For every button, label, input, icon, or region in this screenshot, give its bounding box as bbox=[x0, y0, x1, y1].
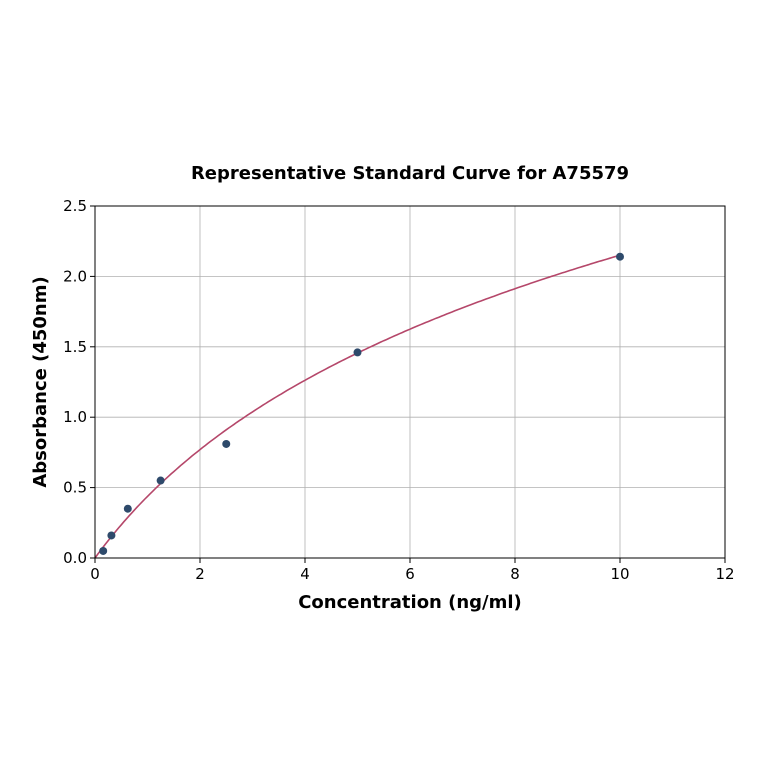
data-point bbox=[222, 439, 231, 448]
x-tick-label: 12 bbox=[715, 565, 734, 583]
x-tick-label: 2 bbox=[195, 565, 205, 583]
y-tick-label: 2.0 bbox=[63, 267, 87, 285]
fit-curve bbox=[94, 254, 621, 559]
y-tick-label: 1.0 bbox=[63, 408, 87, 426]
data-point bbox=[99, 546, 108, 555]
y-tick-label: 1.5 bbox=[63, 338, 87, 356]
chart-title: Representative Standard Curve for A75579 bbox=[191, 163, 629, 184]
grid bbox=[94, 205, 726, 559]
x-tick-label: 4 bbox=[300, 565, 310, 583]
data-point bbox=[616, 252, 624, 261]
x-tick-label: 10 bbox=[610, 565, 629, 583]
x-tick-label: 8 bbox=[510, 565, 520, 583]
x-tick-label: 6 bbox=[405, 565, 415, 583]
x-axis-label: Concentration (ng/ml) bbox=[298, 592, 522, 613]
y-axis-label: Absorbance (450nm) bbox=[30, 276, 51, 487]
data-point bbox=[123, 504, 132, 513]
data-point bbox=[156, 476, 165, 485]
y-tick-label: 2.5 bbox=[63, 197, 87, 215]
y-tick-label: 0.0 bbox=[63, 549, 87, 567]
y-tick-label: 0.5 bbox=[63, 479, 87, 497]
x-tick-label: 0 bbox=[90, 565, 100, 583]
data-point bbox=[353, 348, 362, 357]
data-point bbox=[107, 531, 116, 540]
